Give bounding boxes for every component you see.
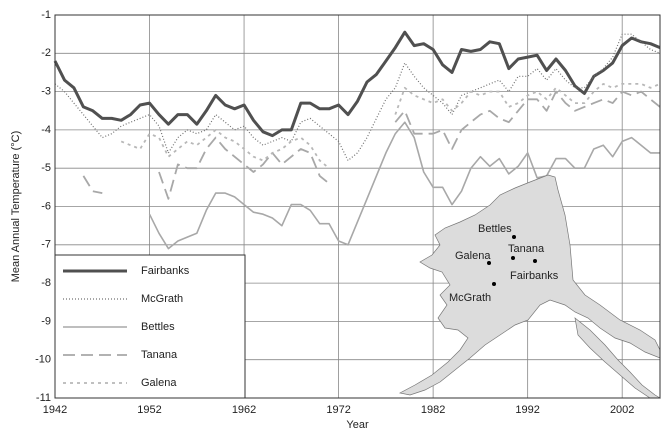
- x-tick-label: 1982: [421, 404, 445, 416]
- y-tick-label: -7: [41, 239, 51, 251]
- y-tick-label: -1: [41, 9, 51, 21]
- series-line: [120, 83, 661, 169]
- alaska-map: Bettles Tanana Galena Fairbanks McGrath: [398, 174, 661, 399]
- y-tick-label: -11: [36, 392, 51, 404]
- series-line: [53, 30, 661, 138]
- y-tick-label: -4: [41, 124, 51, 136]
- y-axis-label: Mean Annual Temperature (°C): [10, 131, 22, 283]
- legend: Fairbanks McGrath Bettles Tanana Galena: [54, 254, 246, 399]
- series-line: [148, 121, 660, 250]
- x-tick-label: 1952: [137, 404, 161, 416]
- station-dot: [512, 235, 516, 239]
- station-dot: [533, 259, 537, 263]
- y-tick-label: -8: [41, 277, 51, 289]
- station-dot: [487, 261, 491, 265]
- x-tick-label: 1942: [43, 404, 67, 416]
- x-tick-label: 1992: [515, 404, 539, 416]
- station-dot: [511, 256, 515, 260]
- x-tick-label: 1972: [326, 404, 350, 416]
- x-tick-label: 2002: [610, 404, 634, 416]
- legend-label: McGrath: [141, 293, 183, 305]
- legend-label: Galena: [141, 377, 177, 389]
- y-tick-label: -3: [41, 86, 51, 98]
- legend-label: Tanana: [141, 349, 178, 361]
- y-tick-label: -9: [41, 315, 51, 327]
- y-tick-label: -5: [41, 162, 51, 174]
- y-tick-label: -10: [35, 354, 51, 366]
- x-tick-label: 1962: [232, 404, 256, 416]
- map-label: Galena: [455, 250, 491, 262]
- y-tick-label: -6: [41, 200, 51, 212]
- map-label: Tanana: [508, 243, 545, 255]
- map-label: Fairbanks: [510, 270, 559, 282]
- legend-label: Fairbanks: [141, 265, 190, 277]
- plot-frame: [54, 14, 661, 399]
- station-dot: [492, 282, 496, 286]
- map-shape: [398, 174, 661, 396]
- x-axis-label: Year: [346, 419, 369, 431]
- top-layer: -11 -10 -9 -8 -7 -6 -5 -4 -3 -2 -1 1942 1952 1962 1972…: [10, 9, 661, 431]
- map-label: McGrath: [449, 292, 491, 304]
- legend-label: Bettles: [141, 321, 175, 333]
- map-label: Bettles: [478, 223, 512, 235]
- y-tick-label: -2: [41, 47, 51, 59]
- series-line: [82, 90, 661, 200]
